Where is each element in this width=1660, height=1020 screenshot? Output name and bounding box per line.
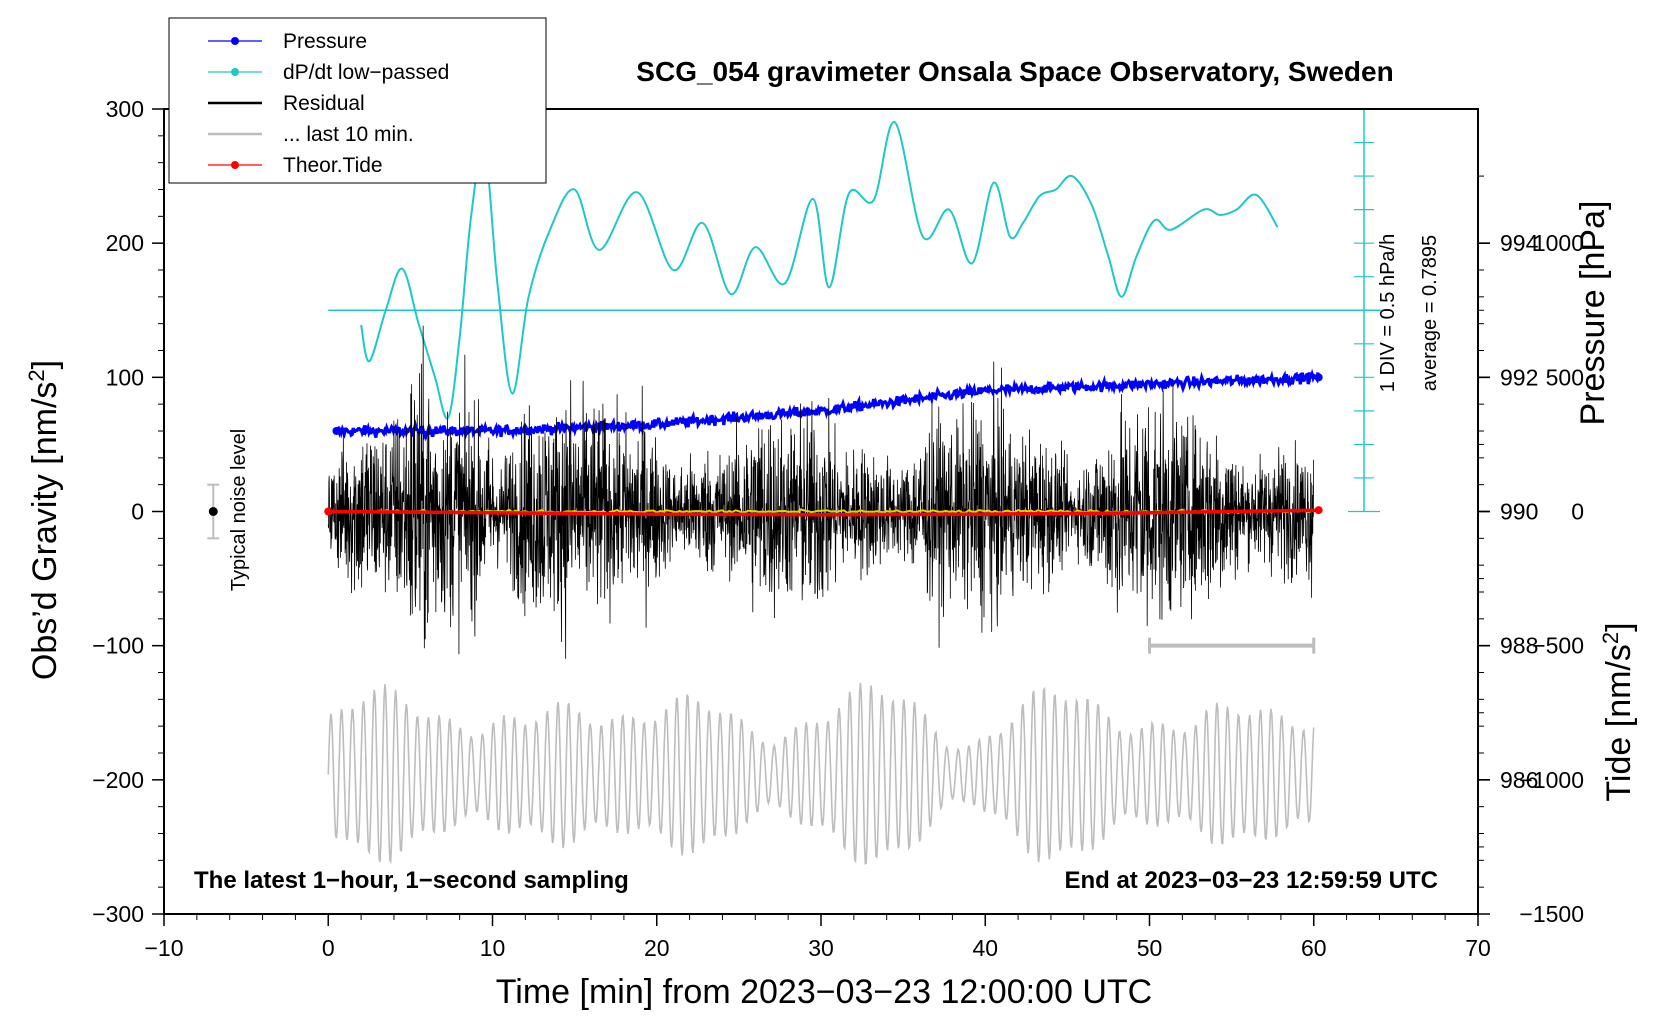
- x-tick-label: 30: [808, 935, 834, 961]
- chart-title: SCG_054 gravimeter Onsala Space Observat…: [636, 56, 1393, 87]
- pressure-tick-label: 990: [1500, 499, 1538, 525]
- x-tick-label: 60: [1301, 935, 1327, 961]
- x-tick-label: −10: [144, 935, 183, 961]
- dpdt-scale-label: 1 DIV = 0.5 hPa/h: [1377, 234, 1399, 392]
- legend-box: [168, 17, 547, 184]
- legend-label: Pressure: [283, 30, 367, 53]
- y-axis-label-tide-sup: 2: [1598, 632, 1623, 644]
- tide-tick-label: 1000: [1533, 230, 1584, 256]
- legend-label: ... last 10 min.: [283, 123, 414, 146]
- x-tick-label: 70: [1465, 935, 1491, 961]
- noise-level-point: [208, 507, 218, 516]
- pressure-tick-label: 988: [1500, 633, 1538, 659]
- pressure-layer: [332, 368, 1323, 442]
- legend-label: dP/dt low−passed: [283, 61, 449, 84]
- dpdt-line: [360, 121, 1279, 420]
- y-axis-label-left: Obs’d Gravity [nm/s2]: [24, 360, 64, 680]
- axes-layer: −10 0 10 20 30 40 50 60 70−300−200−1000100200300…: [92, 96, 1584, 961]
- x-tick-label: 0: [322, 935, 335, 961]
- y-axis-label-pressure: Pressure [hPa]: [1574, 201, 1612, 426]
- noise-level-label: Typical noise level: [228, 429, 250, 591]
- y-tick-label: 0: [131, 499, 144, 525]
- y-axis-label-tide-prefix: Tide [nm/s: [1600, 644, 1638, 801]
- dpdt-average-label: average = 0.7895: [1419, 235, 1441, 391]
- last10-layer: [327, 682, 1315, 865]
- legend-marker: [231, 37, 239, 45]
- y-axis-label-left-suffix: ]: [26, 360, 64, 369]
- last10-line: [327, 682, 1315, 865]
- tide-tick-label: −1000: [1519, 767, 1584, 793]
- x-tick-label: 40: [972, 935, 998, 961]
- y-tick-label: −100: [92, 633, 144, 659]
- pressure-tick-label: 992: [1500, 364, 1538, 390]
- tide-point: [324, 507, 333, 516]
- x-tick-label: 20: [644, 935, 670, 961]
- tide-tick-label: 0: [1571, 499, 1584, 525]
- legend-label: Residual: [283, 92, 365, 115]
- tide-line: [328, 508, 1319, 517]
- x-tick-label: 50: [1137, 935, 1163, 961]
- y-tick-label: −300: [92, 901, 144, 927]
- y-axis-label-tide: Tide [nm/s2]: [1598, 622, 1638, 801]
- tide-tick-label: −500: [1532, 633, 1584, 659]
- y-tick-label: 200: [106, 230, 144, 256]
- tide-tick-label: −1500: [1519, 901, 1584, 927]
- legend: Pressure dP/dt low−passed Residual ... last…: [168, 17, 547, 184]
- legend-label: Theor.Tide: [283, 154, 383, 177]
- pressure-point: [1314, 373, 1323, 382]
- pressure-tick-label: 986: [1500, 767, 1538, 793]
- y-tick-label: 300: [106, 96, 144, 122]
- note-right: End at 2023−03−23 12:59:59 UTC: [1064, 867, 1438, 894]
- y-tick-label: −200: [92, 767, 144, 793]
- legend-marker: [231, 68, 239, 76]
- y-tick-label: 100: [106, 364, 144, 390]
- x-tick-label: 10: [480, 935, 506, 961]
- tide-point: [1314, 506, 1323, 515]
- dpdt-layer: [328, 108, 1381, 513]
- residual-line: [327, 325, 1315, 659]
- tide-tick-label: 500: [1546, 364, 1584, 390]
- y-axis-label-left-prefix: Obs’d Gravity [nm/s: [26, 382, 64, 681]
- pressure-point: [332, 427, 341, 435]
- pressure-line: [335, 368, 1320, 442]
- residual-layer: [327, 325, 1315, 659]
- note-left: The latest 1−hour, 1−second sampling: [194, 867, 629, 894]
- y-axis-label-left-sup: 2: [24, 369, 49, 381]
- x-axis-label: Time [min] from 2023−03−23 12:00:00 UTC: [496, 973, 1152, 1011]
- y-axis-label-tide-suffix: ]: [1600, 622, 1638, 631]
- legend-marker: [231, 161, 239, 169]
- pressure-tick-label: 994: [1500, 230, 1539, 256]
- tide-layer: [324, 506, 1323, 517]
